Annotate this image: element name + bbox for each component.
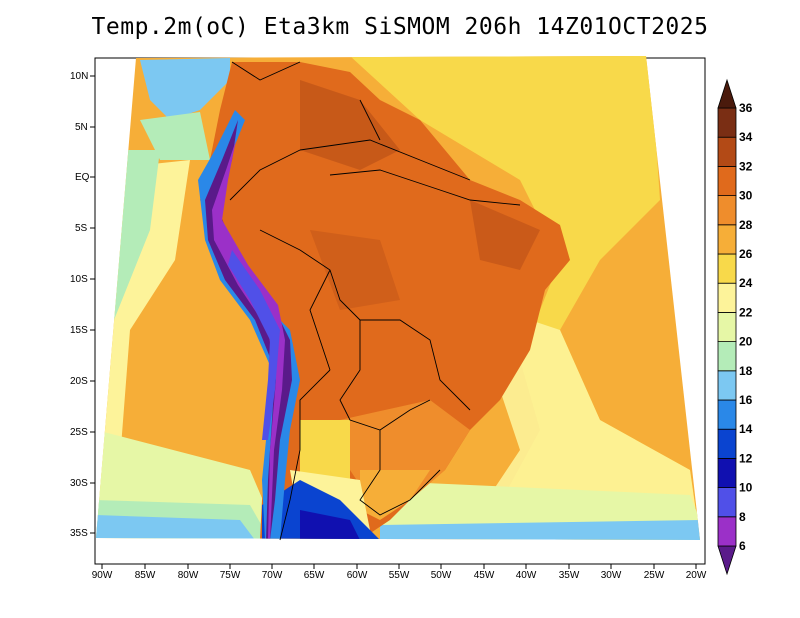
lon-label: 25W <box>644 570 665 581</box>
lon-label: 65W <box>304 570 325 581</box>
lon-label: 40W <box>516 570 537 581</box>
latitude-axis: 10N 5N EQ 5S 10S 15S 20S 25S 30S 35S <box>70 71 90 539</box>
colorbar-bin <box>717 516 737 547</box>
temperature-field <box>96 56 700 540</box>
colorbar-bin <box>717 253 737 284</box>
lat-label: EQ <box>75 172 90 183</box>
colorbar-label: 6 <box>739 539 746 553</box>
colorbar-label: 28 <box>739 218 753 232</box>
colorbar-bin <box>717 487 737 518</box>
colorbar-label: 18 <box>739 364 753 378</box>
lon-label: 90W <box>92 570 113 581</box>
map-title: Temp.2m(oC) Eta3km SiSMOM 206h 14Z01OCT2… <box>91 14 709 40</box>
colorbar-bin <box>717 195 737 226</box>
colorbar-label: 32 <box>739 159 753 173</box>
lon-label: 80W <box>178 570 199 581</box>
lat-label: 10N <box>70 71 88 82</box>
lat-label: 25S <box>70 427 88 438</box>
lon-label: 85W <box>135 570 156 581</box>
lon-label: 70W <box>262 570 283 581</box>
colorbar-bin <box>717 399 737 430</box>
lat-label: 20S <box>70 376 88 387</box>
colorbar-label: 10 <box>739 481 753 495</box>
colorbar-label: 30 <box>739 189 753 203</box>
colorbar-bin <box>717 428 737 459</box>
colorbar-bin <box>717 311 737 342</box>
lat-label: 30S <box>70 478 88 489</box>
colorbar-label: 24 <box>739 276 753 290</box>
colorbar-label: 22 <box>739 305 753 319</box>
colorbar-min-triangle <box>717 545 737 576</box>
colorbar-label: 20 <box>739 335 753 349</box>
colorbar-label: 14 <box>739 422 753 436</box>
lon-label: 60W <box>347 570 368 581</box>
lon-label: 45W <box>474 570 495 581</box>
colorbar-label: 12 <box>739 451 753 465</box>
colorbar-label: 34 <box>739 130 753 144</box>
country-borders <box>229 61 521 541</box>
lon-label: 35W <box>559 570 580 581</box>
lat-label: 15S <box>70 325 88 336</box>
lon-label: 20W <box>686 570 707 581</box>
lon-label: 50W <box>431 570 452 581</box>
colorbar-bin <box>717 165 737 196</box>
lat-label: 35S <box>70 528 88 539</box>
colorbar-label: 16 <box>739 393 753 407</box>
colorbar-bin <box>717 224 737 255</box>
colorbar-label: 36 <box>739 101 753 115</box>
colorbar: 6 8 10 12 14 16 18 20 22 24 26 28 30 32 34 36 <box>717 78 753 576</box>
colorbar-bin <box>717 136 737 167</box>
colorbar-bin <box>717 457 737 488</box>
colorbar-bin <box>717 282 737 313</box>
lat-label: 5S <box>75 223 88 234</box>
lon-label: 55W <box>389 570 410 581</box>
colorbar-max-triangle <box>717 78 737 109</box>
colorbar-bin <box>717 107 737 138</box>
lon-label: 30W <box>601 570 622 581</box>
colorbar-bin <box>717 341 737 372</box>
colorbar-label: 26 <box>739 247 753 261</box>
lat-label: 5N <box>75 122 88 133</box>
lat-label: 10S <box>70 274 88 285</box>
colorbar-bin <box>717 370 737 401</box>
colorbar-label: 8 <box>739 510 746 524</box>
longitude-axis: 90W 85W 80W 75W 70W 65W 60W 55W 50W 45W … <box>92 570 707 581</box>
lon-label: 75W <box>220 570 241 581</box>
continent-land <box>200 62 570 540</box>
